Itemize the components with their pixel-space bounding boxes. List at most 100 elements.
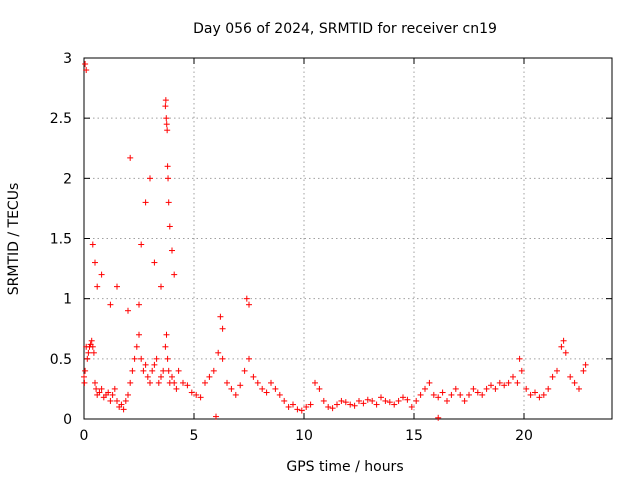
data-point xyxy=(448,391,455,398)
data-point xyxy=(149,367,156,374)
data-point xyxy=(171,379,178,386)
data-point xyxy=(155,379,162,386)
data-point xyxy=(175,367,182,374)
data-point xyxy=(426,379,433,386)
data-point xyxy=(435,414,442,421)
data-point xyxy=(457,391,464,398)
data-point xyxy=(193,391,200,398)
data-point xyxy=(127,154,134,161)
data-point xyxy=(165,175,172,182)
data-point xyxy=(413,397,420,404)
data-point xyxy=(163,331,170,338)
data-point xyxy=(118,401,125,408)
data-point xyxy=(496,379,503,386)
data-point xyxy=(138,241,145,248)
data-point xyxy=(382,397,389,404)
data-point xyxy=(125,307,131,314)
data-point xyxy=(98,385,105,392)
data-point xyxy=(483,385,490,392)
data-point xyxy=(165,367,172,374)
data-point xyxy=(109,391,116,398)
y-tick-label: 2 xyxy=(63,171,72,187)
data-point xyxy=(505,379,512,386)
data-point xyxy=(138,355,145,362)
y-tick-label: 3 xyxy=(63,51,72,67)
data-point xyxy=(83,67,90,74)
data-point xyxy=(171,271,178,278)
data-point xyxy=(554,367,560,374)
data-point xyxy=(510,373,516,380)
data-point xyxy=(560,337,567,344)
data-point xyxy=(391,401,398,408)
data-point xyxy=(461,397,468,404)
data-point xyxy=(303,403,310,410)
data-point xyxy=(136,301,142,308)
data-point xyxy=(254,379,261,386)
data-point xyxy=(395,397,402,404)
data-point xyxy=(364,396,371,403)
data-point xyxy=(259,385,266,392)
data-point xyxy=(129,367,136,374)
data-point xyxy=(163,121,170,128)
data-point xyxy=(184,382,191,389)
data-point xyxy=(241,367,248,374)
data-point xyxy=(111,385,118,392)
data-point xyxy=(84,355,91,362)
x-tick-label: 5 xyxy=(190,428,199,444)
data-point xyxy=(88,337,95,344)
data-point xyxy=(466,391,472,398)
data-point xyxy=(312,379,318,386)
data-point xyxy=(81,379,88,386)
data-point xyxy=(404,396,411,403)
data-point xyxy=(545,385,552,392)
data-point xyxy=(215,349,222,356)
data-point xyxy=(444,397,450,404)
data-point xyxy=(567,373,574,380)
data-point xyxy=(147,379,153,386)
data-point xyxy=(351,402,358,409)
data-point xyxy=(347,401,354,408)
data-point xyxy=(151,259,158,266)
data-point xyxy=(169,373,175,380)
data-point xyxy=(162,103,169,110)
y-tick-label: 1.5 xyxy=(50,232,72,248)
y-tick-label: 0 xyxy=(63,412,72,428)
data-point xyxy=(582,361,589,368)
data-point xyxy=(213,413,219,420)
data-point xyxy=(516,355,523,362)
data-point xyxy=(281,397,288,404)
data-point xyxy=(105,389,112,396)
data-point xyxy=(298,407,305,414)
data-point xyxy=(188,389,195,396)
data-point xyxy=(562,349,569,356)
data-point xyxy=(400,394,406,401)
data-point xyxy=(540,391,547,398)
data-point xyxy=(131,355,138,362)
data-point xyxy=(92,259,98,266)
data-point xyxy=(325,403,332,410)
data-point xyxy=(470,385,477,392)
data-point xyxy=(329,405,336,412)
data-point xyxy=(217,313,224,320)
x-tick-label: 20 xyxy=(515,428,533,444)
data-point xyxy=(180,379,186,386)
data-point xyxy=(386,399,393,406)
data-point xyxy=(316,385,323,392)
data-point xyxy=(422,385,428,392)
data-point xyxy=(356,397,362,404)
data-point xyxy=(342,399,349,406)
grid-lines xyxy=(84,58,612,419)
data-point xyxy=(378,394,384,401)
data-point xyxy=(166,223,173,230)
data-point xyxy=(523,385,530,392)
data-point xyxy=(320,397,327,404)
data-point xyxy=(492,385,499,392)
axis-ticks: 0 5 10 15 20 0 0.5 1 1.5 2 2.5 3 xyxy=(50,51,612,444)
data-point xyxy=(290,401,296,408)
data-point xyxy=(246,301,252,308)
data-point xyxy=(334,401,340,408)
data-point xyxy=(243,295,250,302)
data-point xyxy=(246,355,252,362)
data-point xyxy=(417,391,424,398)
x-axis-label: GPS time / hours xyxy=(286,459,403,475)
